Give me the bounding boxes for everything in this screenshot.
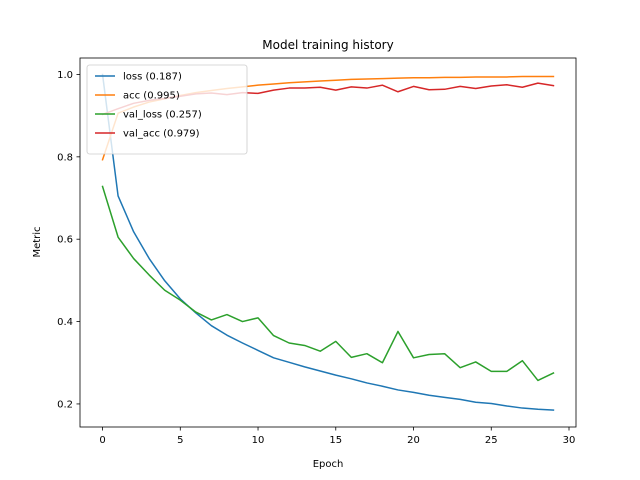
series-line-0 — [101, 73, 555, 411]
x-tick-label: 30 — [563, 435, 576, 446]
x-tick-label: 5 — [177, 435, 183, 446]
x-axis-label: Epoch — [313, 459, 344, 470]
legend-entry-3: val_acc (0.979) — [123, 129, 200, 140]
axis-ticks: 0 5 10 15 20 25 30 0.2 0.4 0.6 0.8 1.0 — [57, 70, 575, 446]
x-tick-label: 15 — [329, 435, 342, 446]
x-tick-label: 0 — [99, 435, 105, 446]
series-line-2 — [101, 185, 555, 382]
y-tick-label: 0.4 — [57, 317, 73, 328]
x-tick-label: 10 — [252, 435, 265, 446]
y-tick-label: 0.2 — [57, 399, 73, 410]
x-tick-label: 25 — [485, 435, 498, 446]
y-tick-label: 1.0 — [57, 70, 73, 81]
legend-entry-1: acc (0.995) — [123, 91, 180, 102]
y-axis-label: Metric — [32, 226, 43, 257]
axes-frame — [79, 57, 577, 428]
x-tick-label: 20 — [407, 435, 420, 446]
legend-entry-2: val_loss (0.257) — [123, 110, 202, 121]
legend-box — [86, 64, 248, 155]
chart-title: Model training history — [262, 38, 393, 52]
y-tick-label: 0.8 — [57, 152, 73, 163]
y-tick-label: 0.6 — [57, 235, 73, 246]
legend-entry-0: loss (0.187) — [123, 72, 182, 83]
legend: loss (0.187) acc (0.995) val_loss (0.257) v… — [86, 64, 248, 155]
